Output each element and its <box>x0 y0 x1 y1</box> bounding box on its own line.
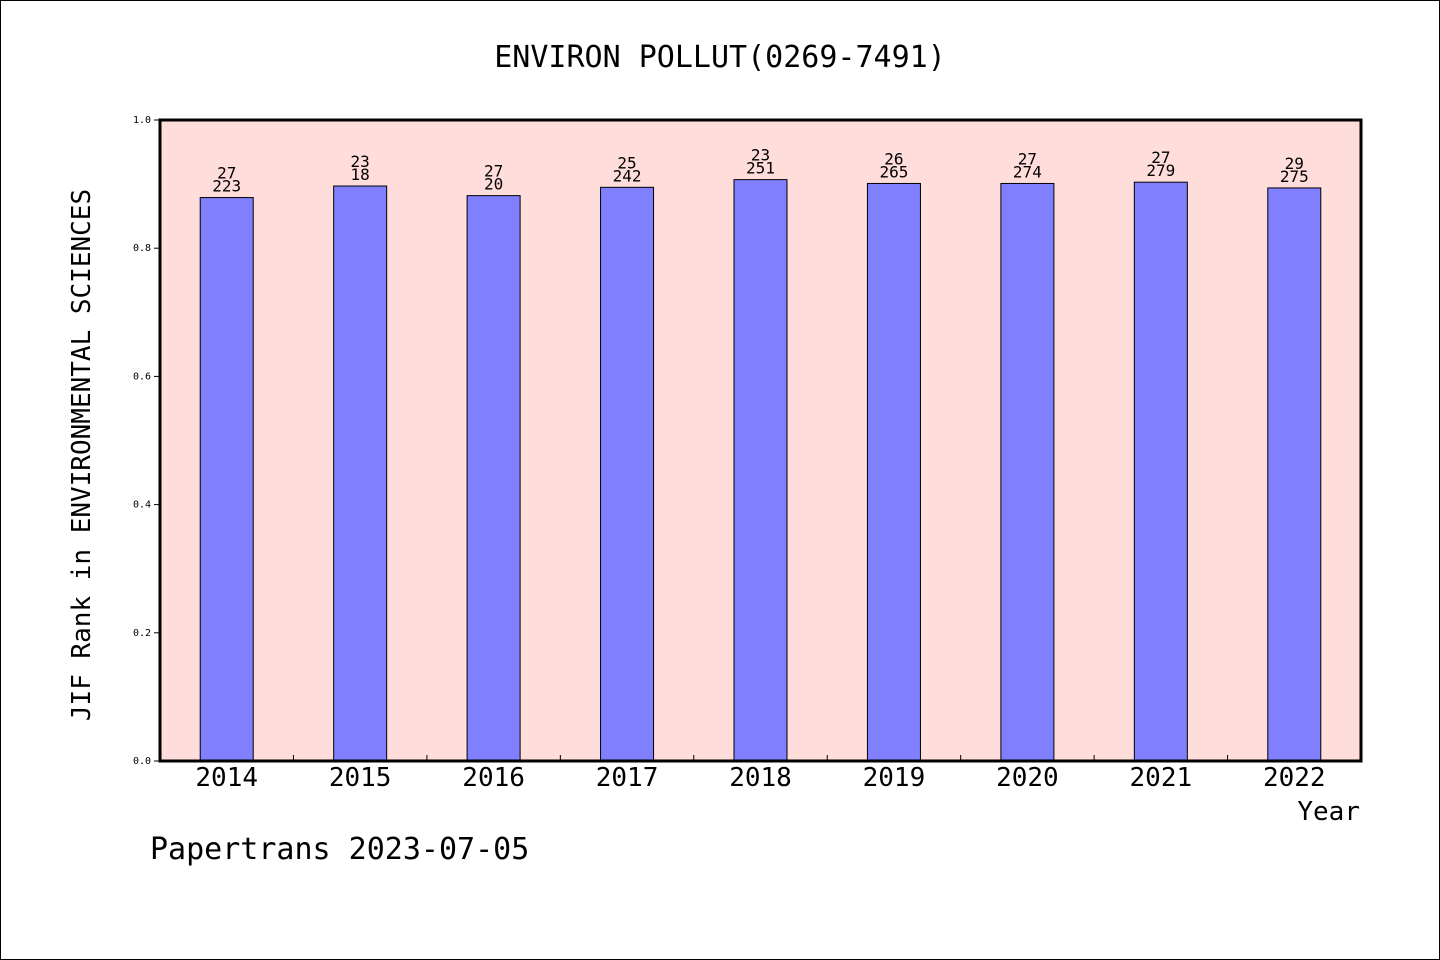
rank-label-2022: 29 <box>1285 154 1304 173</box>
bars-layer <box>199 179 1322 762</box>
y-tick-label: 0.2 <box>133 628 151 639</box>
total-label-2020: 274 <box>1013 162 1042 181</box>
x-tick-label-2015: 2015 <box>329 763 392 793</box>
rank-label-2018: 23 <box>751 146 770 165</box>
bar-2020 <box>1000 182 1055 762</box>
bar-2015 <box>333 185 388 762</box>
total-label-2019: 265 <box>879 162 908 181</box>
y-tick-label: 0.8 <box>133 243 151 254</box>
rank-label-2021: 27 <box>1151 148 1170 167</box>
x-tick-label-2014: 2014 <box>195 763 258 793</box>
total-label-2016: 20 <box>484 175 503 194</box>
x-tick-label-2016: 2016 <box>462 763 525 793</box>
axis-ticks-layer: 2014 2015 2016 2017 2018 2019 2020 2021 20220.00… <box>133 115 1326 793</box>
x-tick-label-2019: 2019 <box>863 763 926 793</box>
rank-label-2014: 27 <box>217 164 236 183</box>
plot-border <box>158 118 1363 763</box>
bar-2014 <box>199 197 254 762</box>
x-tick-label-2017: 2017 <box>596 763 659 793</box>
y-tick-label: 1.0 <box>133 115 151 126</box>
bar-2016 <box>466 195 521 762</box>
x-tick-label-2020: 2020 <box>996 763 1059 793</box>
rank-label-2015: 23 <box>351 152 370 171</box>
rank-label-2020: 27 <box>1018 149 1037 168</box>
rank-label-2019: 26 <box>884 149 903 168</box>
y-tick-label: 0.0 <box>133 756 151 767</box>
total-label-2021: 279 <box>1146 161 1175 180</box>
x-tick-label-2021: 2021 <box>1130 763 1193 793</box>
bar-2021 <box>1133 181 1188 762</box>
y-tick-label: 0.4 <box>133 500 151 511</box>
total-label-2018: 251 <box>746 159 775 178</box>
rank-label-2017: 25 <box>617 153 636 172</box>
bar-2017 <box>600 186 655 762</box>
y-axis-label: JIF Rank in ENVIRONMENTAL SCIENCES <box>67 189 97 721</box>
x-axis-label: Year <box>1297 797 1360 827</box>
chart-title: ENVIRON POLLUT(0269-7491) <box>494 40 946 75</box>
x-tick-label-2018: 2018 <box>729 763 792 793</box>
total-label-2015: 18 <box>351 165 370 184</box>
total-label-2014: 223 <box>212 177 241 196</box>
bar-2022 <box>1267 187 1322 762</box>
total-label-2017: 242 <box>613 166 642 185</box>
bar-2019 <box>866 182 921 762</box>
rank-label-2016: 27 <box>484 162 503 181</box>
x-tick-label-2022: 2022 <box>1263 763 1326 793</box>
y-tick-label: 0.6 <box>133 371 151 382</box>
total-label-2022: 275 <box>1280 167 1309 186</box>
bar-2018 <box>733 179 788 762</box>
footer-text: Papertrans 2023-07-05 <box>150 832 530 867</box>
